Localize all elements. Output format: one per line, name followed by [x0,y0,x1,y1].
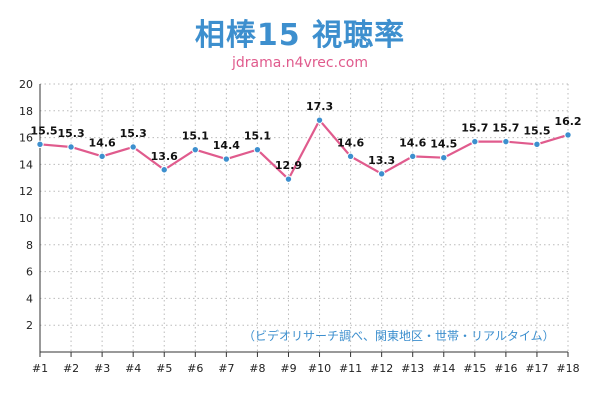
y-tick-label: 2 [26,319,33,332]
data-label: 14.6 [399,136,426,149]
data-point[interactable] [284,175,293,183]
x-tick-label: #16 [494,362,517,375]
x-tick-label: #5 [156,362,172,375]
data-label: 13.3 [368,154,395,167]
data-label: 15.3 [120,127,147,140]
x-tick-label: #2 [63,362,79,375]
y-tick-label: 20 [19,78,33,91]
x-tick-label: #14 [432,362,455,375]
data-label: 16.2 [554,115,581,128]
x-tick-label: #7 [218,362,234,375]
data-point[interactable] [253,145,262,154]
data-label: 14.6 [337,136,364,149]
chart-subtitle: jdrama.n4vrec.com [232,55,368,71]
data-point[interactable] [440,154,448,162]
data-label: 15.5 [523,124,550,137]
data-point[interactable] [191,145,199,154]
data-point[interactable] [409,152,417,161]
data-point[interactable] [315,116,324,124]
x-tick-label: #9 [280,362,296,375]
data-point[interactable] [502,137,510,146]
data-point[interactable] [67,143,75,151]
source-note: （ビデオリサーチ調べ、関東地区・世帯・リアルタイム） [243,329,555,343]
x-tick-label: #6 [187,362,203,375]
data-point[interactable] [222,155,231,163]
y-tick-label: 12 [19,185,33,198]
y-tick-label: 18 [19,105,33,118]
x-tick-label: #18 [556,362,579,375]
series-line [39,119,569,181]
data-point[interactable] [129,143,137,151]
x-tick-label: #10 [308,362,331,375]
data-point[interactable] [377,170,386,178]
y-tick-label: 10 [19,212,33,225]
data-label: 15.1 [182,130,209,143]
data-label: 15.7 [492,122,519,135]
data-label: 15.5 [30,124,57,137]
data-label: 15.1 [244,130,271,143]
data-label: 15.3 [57,127,84,140]
chart-title: 相棒15 視聴率 [194,18,406,53]
data-label: 13.6 [151,150,178,163]
x-tick-label: #4 [125,362,141,375]
x-tick-label: #3 [94,362,110,375]
data-point[interactable] [533,140,541,149]
data-label: 12.9 [275,159,302,172]
data-label: 14.6 [89,136,116,149]
y-tick-label: 16 [19,132,33,145]
x-tick-label: #17 [525,362,548,375]
y-tick-label: 14 [19,158,33,171]
x-tick-label: #8 [249,362,265,375]
data-point[interactable] [346,152,355,161]
data-point[interactable] [160,166,168,174]
x-tick-label: #12 [370,362,393,375]
x-tick-label: #1 [32,362,48,375]
x-tick-label: #15 [463,362,486,375]
data-label: 15.7 [461,122,488,135]
y-tick-label: 8 [26,239,33,252]
y-tick-label: 4 [26,292,33,305]
data-point[interactable] [564,131,572,139]
x-tick-label: #11 [339,362,362,375]
data-point[interactable] [98,152,106,161]
data-label: 14.5 [430,138,457,151]
data-point[interactable] [471,137,479,146]
data-label: 14.4 [213,139,240,152]
y-tick-label: 6 [26,266,33,279]
data-label: 17.3 [306,100,333,113]
x-tick-label: #13 [401,362,424,375]
data-point[interactable] [36,140,44,149]
